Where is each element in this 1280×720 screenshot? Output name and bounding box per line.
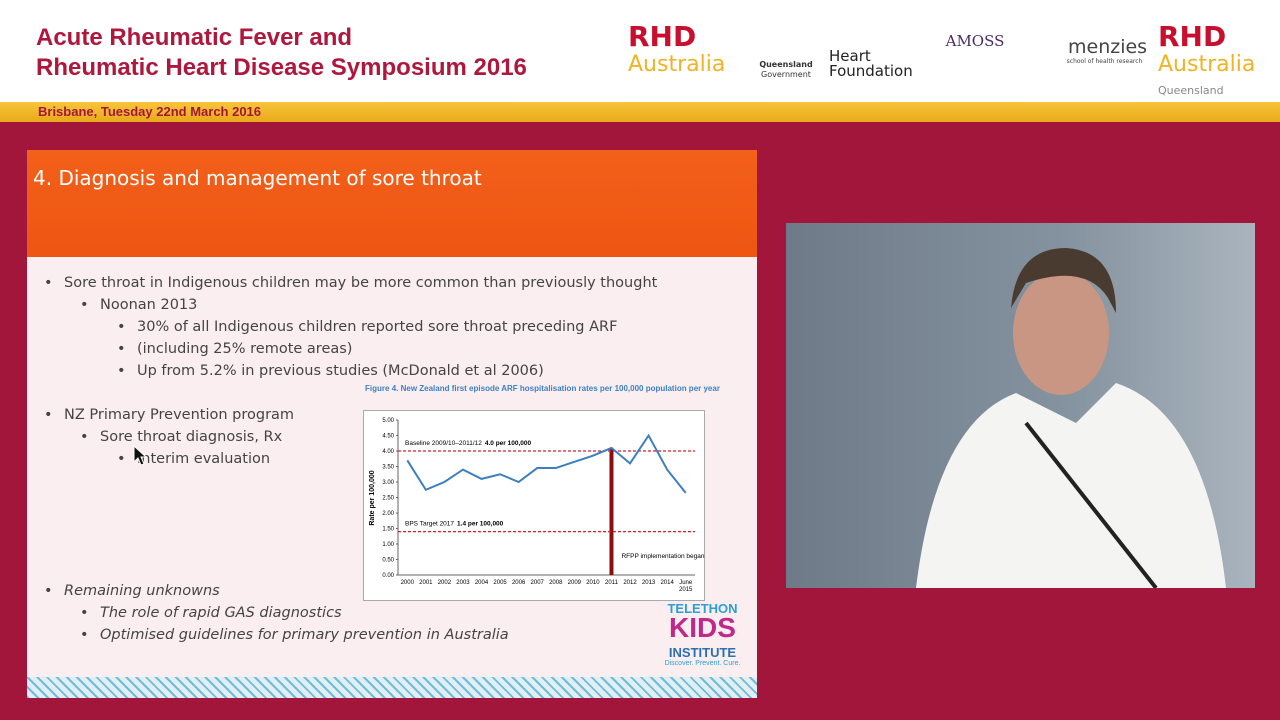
logo: Queensland <box>759 60 813 69</box>
logo: RHD <box>1158 20 1227 53</box>
y-tick-label: 2.50 <box>382 496 394 502</box>
reference-label: BPS Target 2017 <box>405 521 454 528</box>
y-tick-label: 0.50 <box>382 558 394 564</box>
logo: Discover. Prevent. Cure. <box>664 660 741 667</box>
x-tick-label: 2006 <box>512 580 526 586</box>
logo: Queensland <box>1158 84 1224 97</box>
reference-value: 4.0 per 100,000 <box>485 440 532 447</box>
x-tick-label: 2004 <box>475 580 489 586</box>
header <box>0 0 1280 102</box>
logo: Australia <box>1158 52 1256 77</box>
implementation-bar <box>609 447 614 575</box>
bullet: 30% of all Indigenous children reported … <box>117 319 617 335</box>
x-tick-label: June 2015 <box>679 580 693 593</box>
logo: INSTITUTE <box>668 645 737 660</box>
y-tick-label: 3.50 <box>382 465 394 471</box>
bullet: Optimised guidelines for primary prevent… <box>80 627 509 643</box>
bullet: (including 25% remote areas) <box>117 341 353 357</box>
y-tick-label: 5.00 <box>382 418 394 424</box>
logo: Heart <box>829 47 871 65</box>
x-tick-label: 2001 <box>419 580 433 586</box>
x-tick-label: 2009 <box>568 580 582 586</box>
bullet: Remaining unknowns <box>44 583 220 599</box>
logo: KIDS <box>669 612 736 643</box>
decorative-strip <box>27 677 757 698</box>
event-date: Brisbane, Tuesday 22nd March 2016 <box>38 104 262 119</box>
bullet: Up from 5.2% in previous studies (McDona… <box>117 363 544 379</box>
chart-title: Figure 4. New Zealand first episode ARF … <box>365 384 720 393</box>
speaker-video <box>786 223 1255 590</box>
x-tick-label: 2003 <box>456 580 470 586</box>
cursor <box>133 445 148 466</box>
reference-label: Baseline 2009/10–2011/12 <box>405 440 482 447</box>
event-title: Acute Rheumatic Fever and <box>36 24 353 51</box>
y-tick-label: 4.00 <box>382 449 394 455</box>
x-tick-label: 2010 <box>586 580 600 586</box>
speaker <box>916 248 1226 590</box>
y-axis-label: Rate per 100,000 <box>369 470 376 525</box>
logo: Australia <box>628 52 726 77</box>
logo: school of health research <box>1066 58 1143 65</box>
x-tick-label: 2000 <box>401 580 415 586</box>
y-tick-label: 2.00 <box>382 511 394 517</box>
logo: TELETHON <box>667 601 738 616</box>
x-tick-label: 2013 <box>642 580 656 586</box>
logo: menzies <box>1068 36 1148 58</box>
y-tick-label: 4.50 <box>382 434 394 440</box>
x-tick-label: 2011 <box>605 580 619 586</box>
x-tick-label: 2014 <box>660 580 674 586</box>
x-tick-label: 2012 <box>623 580 637 586</box>
y-tick-label: 3.00 <box>382 480 394 486</box>
logo: RHD <box>628 20 697 53</box>
bullet: Sore throat diagnosis, Rx <box>80 429 282 445</box>
bullet: The role of rapid GAS diagnostics <box>80 605 342 621</box>
y-tick-label: 0.00 <box>382 573 394 579</box>
y-tick-label: 1.00 <box>382 542 394 548</box>
logo: Government <box>761 70 811 79</box>
logo: Foundation <box>829 62 913 80</box>
x-tick-label: 2007 <box>531 580 545 586</box>
bullet: Sore throat in Indigenous children may b… <box>44 275 657 291</box>
event-title: Rheumatic Heart Disease Symposium 2016 <box>36 54 527 81</box>
x-tick-label: 2002 <box>438 580 452 586</box>
bullet: Noonan 2013 <box>80 297 197 313</box>
slide-header <box>27 150 757 257</box>
x-tick-label: 2008 <box>549 580 563 586</box>
slide-title: 4. Diagnosis and management of sore thro… <box>33 166 482 190</box>
x-tick-label: 2005 <box>493 580 507 586</box>
logo: AMOSS <box>945 32 1005 50</box>
data-line <box>406 433 687 494</box>
y-tick-label: 1.50 <box>382 527 394 533</box>
implementation-label: RFPP implementation began <box>621 553 704 560</box>
reference-value: 1.4 per 100,000 <box>457 521 504 528</box>
bullet: Interim evaluation <box>117 451 270 467</box>
date-bar <box>0 102 1280 122</box>
chart: Rate per 100,000 0.00 0.50 1.00 1.50 2.00 2.5… <box>363 410 705 601</box>
chart-frame <box>363 410 705 601</box>
bullet: NZ Primary Prevention program <box>44 407 294 423</box>
